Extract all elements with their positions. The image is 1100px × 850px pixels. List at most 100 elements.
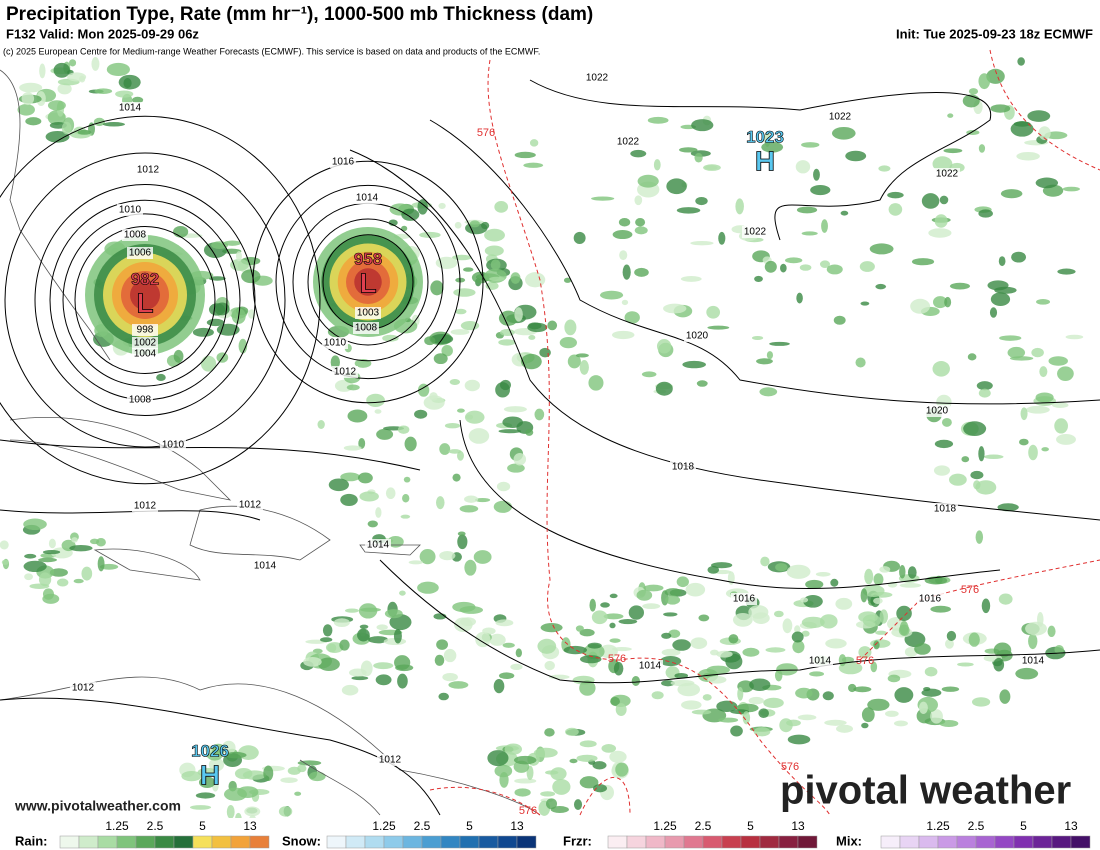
- precip-cell: [742, 647, 760, 657]
- label-bg: [684, 330, 710, 342]
- precip-cell: [634, 226, 648, 235]
- precip-cell: [419, 231, 441, 239]
- precip-cell: [317, 420, 325, 429]
- isobar-label: 1018: [672, 462, 695, 473]
- thickness-label: 576: [856, 655, 874, 667]
- precip-cell: [200, 355, 217, 372]
- precip-cell: [297, 760, 322, 766]
- precip-cell: [894, 687, 914, 703]
- precip-cell: [978, 446, 985, 462]
- precip-cell: [494, 764, 513, 778]
- precip-cell: [878, 165, 891, 172]
- precip-cell: [464, 559, 477, 576]
- isobar-label: 1006: [129, 248, 152, 259]
- isobar-label: 1010: [162, 440, 185, 451]
- precip-cell: [999, 689, 1011, 704]
- precip-cell: [533, 747, 558, 758]
- precip-cell: [1028, 633, 1038, 650]
- precip-cell: [53, 62, 70, 78]
- precip-cell: [514, 151, 536, 159]
- precip-cell: [450, 329, 470, 335]
- precip-cell: [967, 353, 977, 361]
- precip-cell: [438, 692, 449, 701]
- precip-cell: [621, 299, 629, 306]
- precip-cell: [589, 598, 596, 612]
- precip-cell: [928, 228, 952, 238]
- precip-cell: [873, 640, 880, 650]
- precip-cell: [206, 318, 225, 327]
- precip-cell: [438, 202, 446, 210]
- precip-cell: [830, 578, 839, 587]
- precip-cell: [320, 637, 333, 643]
- precip-cell: [397, 673, 408, 689]
- precip-cell: [841, 656, 855, 663]
- precip-cell: [173, 225, 189, 238]
- precip-cell: [989, 307, 998, 318]
- precip-cell: [641, 371, 657, 378]
- precip-cell: [0, 540, 9, 550]
- coastline: [93, 548, 201, 581]
- precip-cell: [661, 680, 675, 687]
- precip-cell: [550, 806, 569, 814]
- precip-cell: [961, 456, 970, 463]
- precip-cell: [758, 708, 769, 718]
- precip-cell: [867, 698, 890, 711]
- precip-cell: [728, 634, 739, 644]
- legend-swatch: [1013, 835, 1034, 849]
- precip-cell: [347, 409, 368, 423]
- thickness-line: [487, 59, 831, 816]
- precip-cell: [493, 679, 505, 694]
- precip-cell: [831, 126, 856, 140]
- precip-cell: [366, 393, 385, 407]
- label-bg: [670, 461, 696, 473]
- precip-cell: [469, 220, 480, 228]
- precip-cell: [341, 684, 359, 696]
- isobar-label: 1022: [586, 73, 609, 84]
- isobar: [429, 119, 1100, 405]
- precip-cell: [752, 612, 770, 624]
- isobar: [0, 115, 321, 485]
- precip-cell: [630, 149, 647, 158]
- precip-cell: [397, 425, 410, 434]
- precip-cell: [223, 787, 247, 801]
- legend-tick: 2.5: [968, 819, 985, 833]
- legend-swatch: [1032, 835, 1053, 849]
- precip-cell: [1019, 438, 1029, 446]
- precip-cell: [911, 258, 935, 266]
- precip-cell: [799, 264, 812, 271]
- precip-cell: [707, 675, 727, 684]
- precip-cell: [656, 339, 672, 354]
- precip-cell: [528, 322, 542, 330]
- legend-swatch: [364, 835, 385, 849]
- precip-cell: [887, 674, 901, 683]
- precip-cell: [449, 379, 461, 386]
- coastline: [9, 417, 232, 501]
- precip-cell: [957, 662, 974, 667]
- isobar: [275, 184, 461, 380]
- precip-cell: [1035, 177, 1059, 189]
- legend-swatch: [975, 835, 996, 849]
- precip-cell: [888, 203, 903, 216]
- precip-cell: [735, 198, 744, 215]
- precip-cell: [565, 727, 579, 736]
- precip-cell: [204, 745, 213, 754]
- precip-cell: [278, 806, 293, 817]
- label-bg: [353, 322, 379, 334]
- legend-tick: 5: [199, 819, 206, 833]
- precip-cell: [748, 696, 764, 705]
- precip-cell: [864, 568, 874, 585]
- precip-cell: [102, 122, 125, 127]
- precip-cell: [968, 88, 979, 95]
- precip-cell: [235, 251, 242, 262]
- precip-cell: [754, 275, 763, 282]
- precip-cell: [932, 156, 953, 172]
- precip-cell: [769, 341, 790, 346]
- legend-swatch: [899, 835, 920, 849]
- precip-cell: [579, 740, 597, 748]
- legend-name: Frzr:: [563, 833, 592, 848]
- isobar-label: 1014: [1022, 656, 1045, 667]
- storm-ring: [354, 268, 382, 296]
- precip-cell: [453, 288, 476, 297]
- precip-cell: [930, 605, 951, 613]
- precip-cell: [459, 505, 479, 513]
